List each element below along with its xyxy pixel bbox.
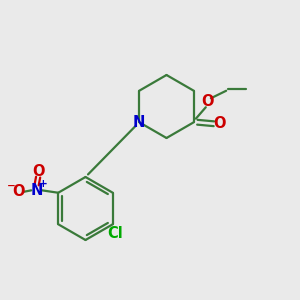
Text: N: N: [132, 115, 145, 130]
Text: Cl: Cl: [107, 226, 123, 241]
Text: O: O: [201, 94, 214, 110]
Text: N: N: [30, 183, 43, 198]
Text: −: −: [7, 181, 16, 191]
Text: O: O: [32, 164, 44, 179]
Text: O: O: [213, 116, 226, 131]
Text: +: +: [39, 179, 48, 189]
Text: O: O: [12, 184, 24, 199]
